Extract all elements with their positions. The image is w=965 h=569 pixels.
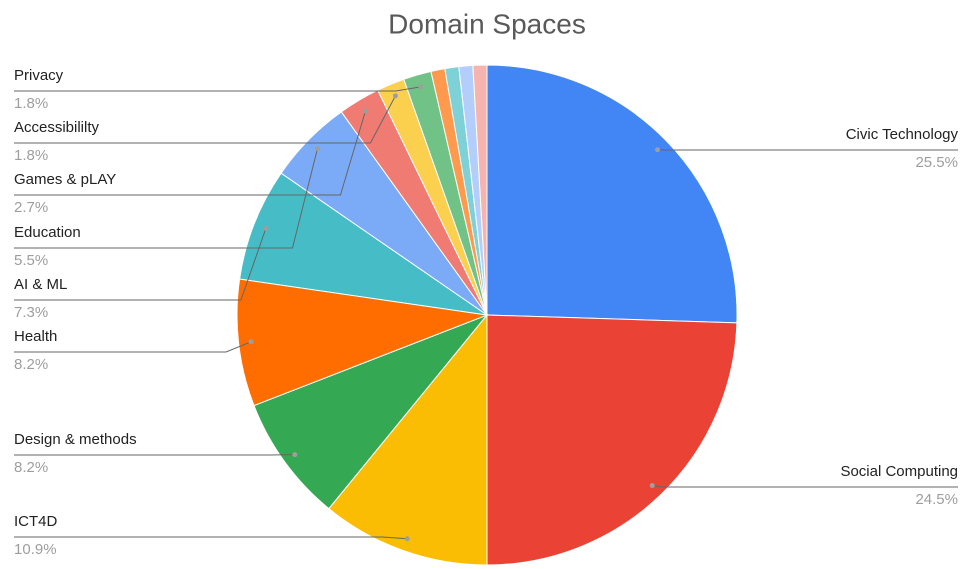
- leader-dot: [649, 483, 655, 489]
- leader-dot: [418, 84, 424, 90]
- leader-line: [14, 110, 366, 196]
- leader-dot: [392, 93, 398, 99]
- leader-line: [14, 95, 396, 144]
- slice-value-label: 8.2%: [14, 459, 48, 476]
- leader-line: [14, 228, 267, 301]
- slice-value-label: 24.5%: [915, 491, 958, 508]
- slice-label: AI & ML: [14, 276, 67, 293]
- slice-value-label: 8.2%: [14, 356, 48, 373]
- slice-label: ICT4D: [14, 513, 58, 530]
- pie-slice: [486, 314, 738, 566]
- pie-slice: [328, 313, 488, 566]
- leader-dot: [362, 108, 368, 114]
- slice-label: Accessibililty: [14, 119, 100, 136]
- slice-value-label: 1.8%: [14, 147, 48, 164]
- slice-label: Design & methods: [14, 431, 137, 448]
- leader-dot: [263, 225, 269, 231]
- leader-dot: [292, 452, 298, 458]
- leader-line: [652, 485, 958, 488]
- slice-label: Civic Technology: [846, 126, 959, 143]
- pie-slice: [236, 278, 489, 407]
- leader-line: [14, 536, 408, 540]
- slice-value-label: 10.9%: [14, 541, 57, 558]
- slice-label: Social Computing: [840, 463, 958, 480]
- leader-dot: [404, 536, 410, 542]
- slice-label: Health: [14, 328, 57, 345]
- slice-label: Privacy: [14, 67, 64, 84]
- slice-value-label: 1.8%: [14, 95, 48, 112]
- pie-slice: [486, 64, 738, 324]
- leader-line: [14, 148, 318, 249]
- leader-dot: [655, 147, 661, 153]
- slice-value-label: 5.5%: [14, 252, 48, 269]
- pie-slice: [239, 172, 488, 316]
- slice-value-label: 2.7%: [14, 199, 48, 216]
- leader-line: [14, 341, 252, 353]
- pie-slice: [253, 313, 489, 510]
- leader-line: [14, 86, 421, 92]
- slice-value-label: 25.5%: [915, 154, 958, 171]
- slice-label: Education: [14, 224, 81, 241]
- leader-dot: [248, 339, 254, 345]
- chart-title: Domain Spaces: [388, 8, 586, 39]
- pie-slice: [472, 64, 488, 316]
- leader-dot: [314, 146, 320, 152]
- slice-value-label: 7.3%: [14, 304, 48, 321]
- slice-label: Games & pLAY: [14, 171, 116, 188]
